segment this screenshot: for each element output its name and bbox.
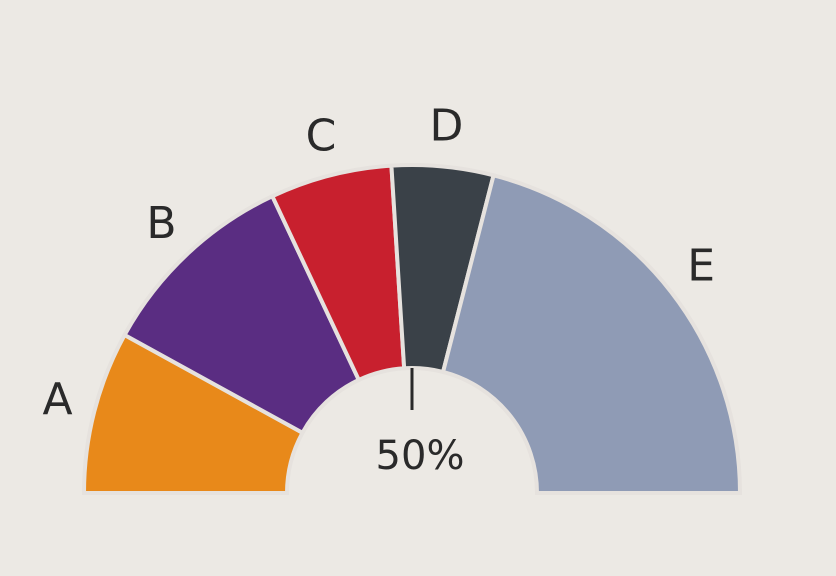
segment-label: C — [306, 110, 337, 161]
chart: A B C D E 50% — [0, 0, 836, 576]
segment-label: A — [42, 374, 72, 425]
marker-label: 50% — [376, 433, 465, 479]
segment-label: D — [429, 101, 463, 152]
segment-label: B — [146, 198, 176, 249]
page: ABCDE50% (() => { const data = JSON.pars… — [0, 0, 836, 576]
segment-label: E — [687, 241, 715, 292]
